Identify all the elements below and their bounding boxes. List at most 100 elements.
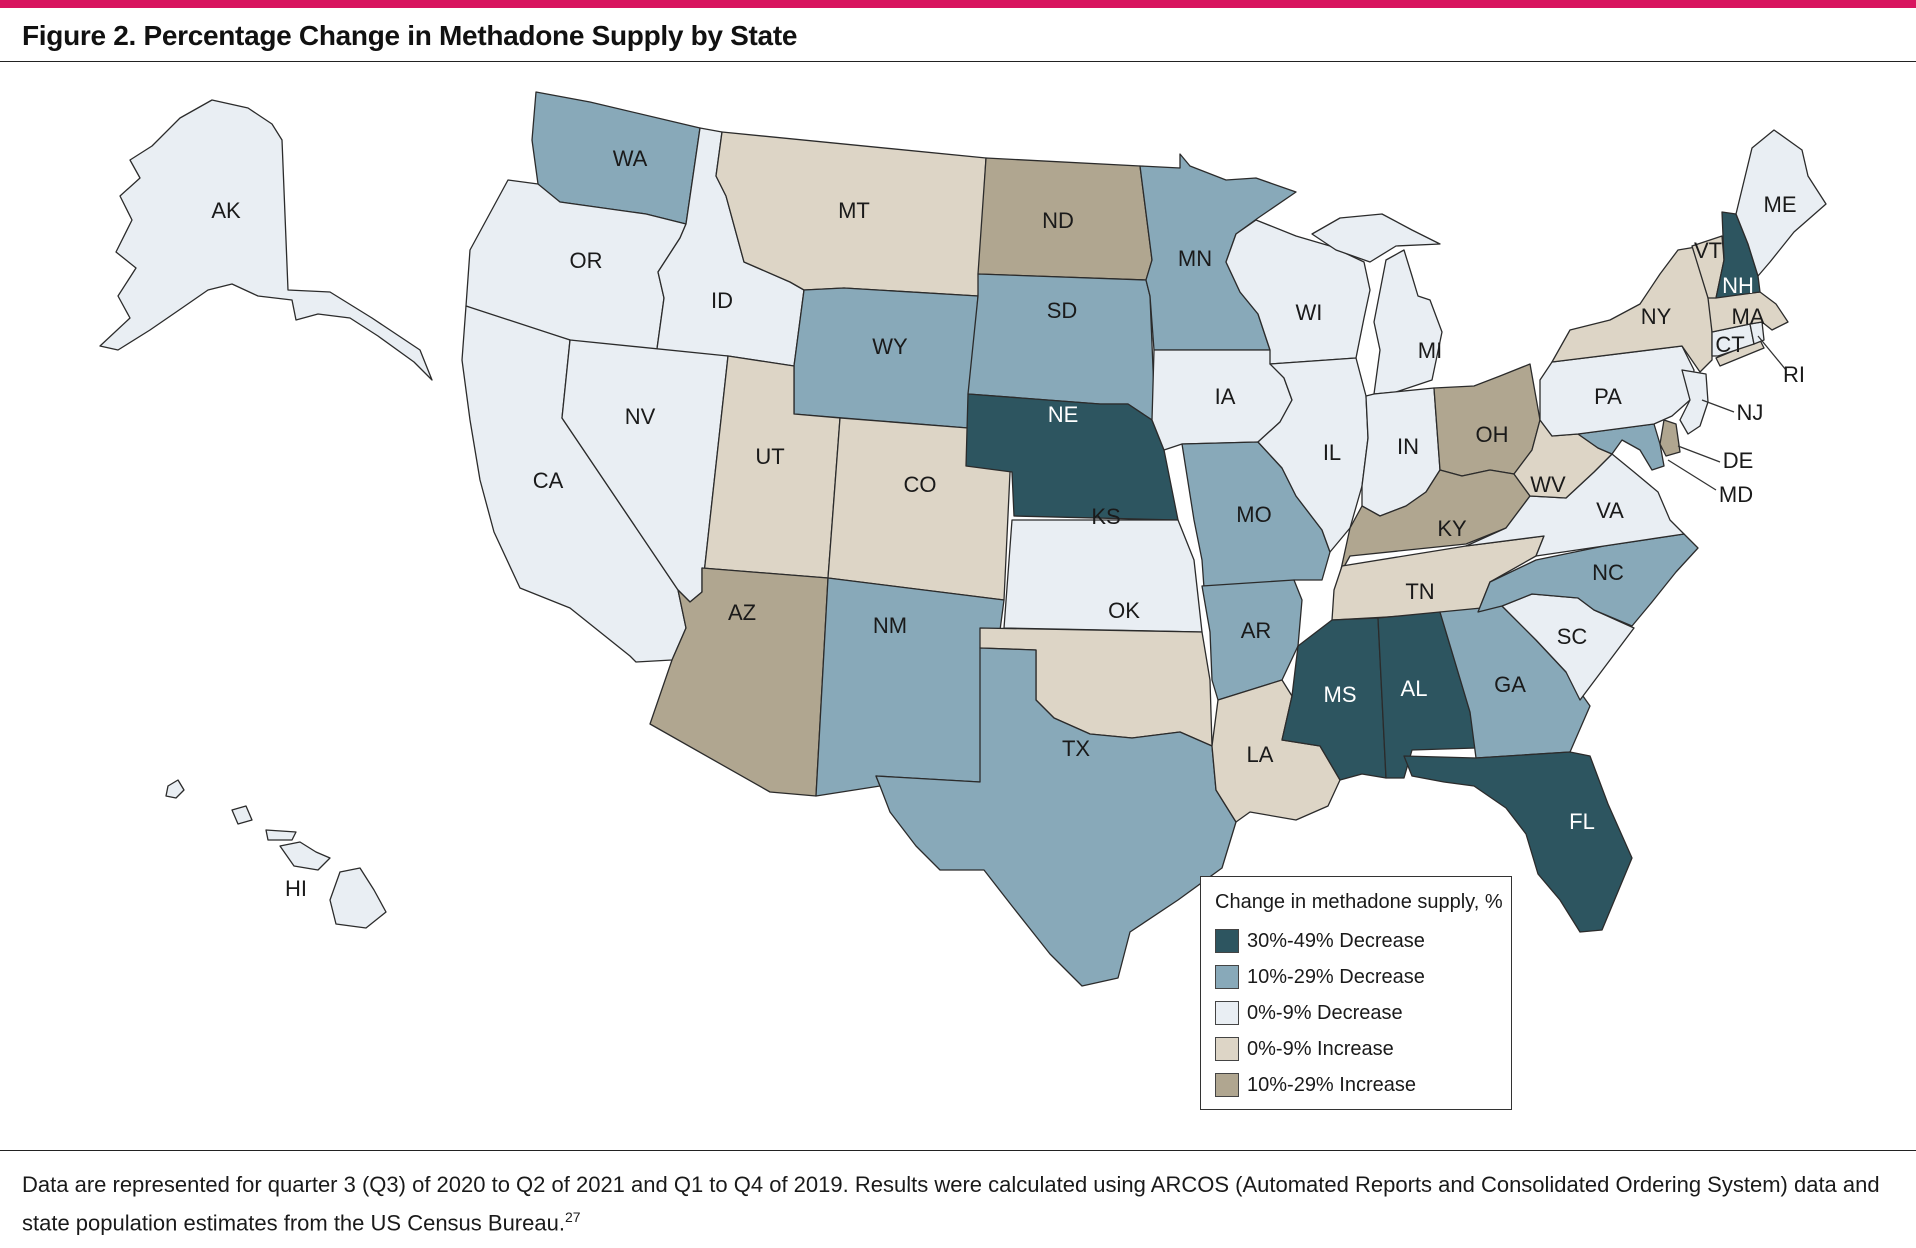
state-label-wy: WY	[872, 334, 908, 359]
leader-DE	[1677, 445, 1721, 463]
state-label-ct: CT	[1715, 332, 1744, 357]
state-HI-group	[165, 779, 387, 929]
legend-label: 0%-9% Increase	[1247, 1037, 1394, 1060]
state-HI	[165, 779, 185, 799]
state-label-ne: NE	[1048, 402, 1079, 427]
state-label-hi: HI	[285, 876, 307, 901]
state-FL	[1403, 751, 1633, 933]
state-label-mi: MI	[1418, 338, 1442, 363]
state-OH	[1433, 363, 1541, 477]
state-label-il: IL	[1323, 440, 1341, 465]
state-label-tx: TX	[1062, 736, 1090, 761]
state-label-ks: KS	[1091, 504, 1120, 529]
state-label-nd: ND	[1042, 208, 1074, 233]
top-accent-rule	[0, 0, 1916, 8]
us-choropleth-map: AK HI WA OR CA ID NV MT WY UT AZ CO NM ND SD NE KS OK TX MN…	[99, 91, 1827, 987]
legend-item-10-29-decrease: 10%-29% Decrease	[1215, 963, 1425, 991]
state-HI-molokai	[265, 829, 297, 841]
figure-title: Figure 2. Percentage Change in Methadone…	[22, 20, 798, 51]
state-label-nh: NH	[1722, 273, 1754, 298]
label-leader-lines	[1667, 335, 1787, 491]
state-label-nc: NC	[1592, 560, 1624, 585]
title-divider	[0, 61, 1916, 62]
leader-MD	[1667, 459, 1717, 491]
footnote-divider	[0, 1150, 1916, 1151]
state-label-nj: NJ	[1737, 400, 1764, 425]
state-label-nv: NV	[625, 404, 656, 429]
state-label-wv: WV	[1530, 472, 1566, 497]
leader-NJ	[1701, 399, 1735, 413]
state-label-tn: TN	[1405, 579, 1434, 604]
state-label-fl: FL	[1569, 809, 1595, 834]
state-label-sc: SC	[1557, 624, 1588, 649]
state-label-mo: MO	[1236, 502, 1271, 527]
state-label-me: ME	[1764, 192, 1797, 217]
legend-label: 10%-29% Increase	[1247, 1073, 1416, 1096]
state-label-nm: NM	[873, 613, 907, 638]
state-label-va: VA	[1596, 498, 1624, 523]
state-label-la: LA	[1247, 742, 1274, 767]
state-NJ	[1679, 369, 1709, 435]
footnote-reference: 27	[564, 1209, 581, 1225]
state-NM	[815, 577, 1005, 797]
legend-swatch	[1215, 1073, 1239, 1097]
state-HI-oahu	[279, 841, 331, 871]
state-label-ny: NY	[1641, 304, 1672, 329]
state-label-sd: SD	[1047, 298, 1078, 323]
state-label-ia: IA	[1215, 384, 1236, 409]
legend-item-30-49-decrease: 30%-49% Decrease	[1215, 927, 1425, 955]
state-MD	[1577, 423, 1665, 471]
legend-swatch	[1215, 929, 1239, 953]
state-label-ma: MA	[1732, 304, 1765, 329]
state-label-or: OR	[570, 248, 603, 273]
state-label-az: AZ	[728, 600, 756, 625]
state-label-ut: UT	[755, 444, 784, 469]
state-MA	[1707, 291, 1789, 333]
state-label-wi: WI	[1296, 300, 1323, 325]
state-label-pa: PA	[1594, 384, 1622, 409]
state-label-mn: MN	[1178, 246, 1212, 271]
legend-item-0-9-increase: 0%-9% Increase	[1215, 1035, 1394, 1063]
state-label-ak: AK	[211, 198, 241, 223]
legend-title: Change in methadone supply, %	[1215, 891, 1503, 913]
state-NC	[1477, 533, 1699, 627]
leader-RI	[1757, 335, 1787, 371]
state-label-ky: KY	[1437, 516, 1467, 541]
state-label-ar: AR	[1241, 618, 1272, 643]
state-ME	[1735, 129, 1827, 277]
state-label-ok: OK	[1108, 598, 1140, 623]
state-label-md: MD	[1719, 482, 1753, 507]
state-label-id: ID	[711, 288, 733, 313]
legend-swatch	[1215, 1001, 1239, 1025]
state-MI	[1311, 213, 1443, 395]
figure-footnote: Data are represented for quarter 3 (Q3) …	[22, 1168, 1902, 1239]
legend-swatch	[1215, 965, 1239, 989]
legend-item-10-29-increase: 10%-29% Increase	[1215, 1071, 1416, 1099]
state-TX	[875, 647, 1237, 987]
state-AK	[99, 99, 433, 381]
state-label-al: AL	[1401, 676, 1428, 701]
state-label-ms: MS	[1324, 682, 1357, 707]
map-legend: Change in methadone supply, % 30%-49% De…	[1200, 876, 1512, 1110]
state-NE	[965, 393, 1179, 521]
footnote-text: Data are represented for quarter 3 (Q3) …	[22, 1172, 1880, 1236]
state-label-ri: RI	[1783, 362, 1805, 387]
state-WI	[1225, 219, 1371, 365]
state-label-ga: GA	[1494, 672, 1526, 697]
state-label-in: IN	[1397, 434, 1419, 459]
state-label-co: CO	[904, 472, 937, 497]
state-label-wa: WA	[613, 146, 648, 171]
state-KS	[1003, 519, 1203, 633]
state-DE	[1659, 419, 1681, 457]
state-HI-maui	[231, 805, 253, 825]
legend-swatch	[1215, 1037, 1239, 1061]
legend-label: 0%-9% Decrease	[1247, 1001, 1403, 1024]
state-label-oh: OH	[1476, 422, 1509, 447]
state-label-mt: MT	[838, 198, 870, 223]
legend-item-0-9-decrease: 0%-9% Decrease	[1215, 999, 1403, 1027]
legend-label: 30%-49% Decrease	[1247, 929, 1425, 952]
state-label-ca: CA	[533, 468, 564, 493]
state-shapes	[99, 91, 1827, 987]
state-labels: AK HI WA OR CA ID NV MT WY UT AZ CO NM ND SD NE KS OK TX MN…	[211, 146, 1805, 901]
state-label-de: DE	[1723, 448, 1754, 473]
